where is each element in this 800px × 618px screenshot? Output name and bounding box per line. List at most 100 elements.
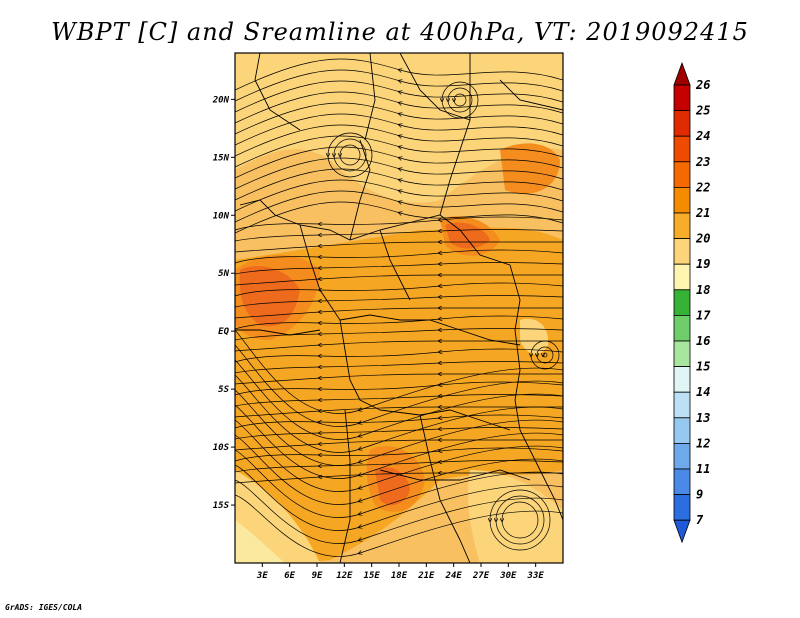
colorbar-label-3: 23 [695, 155, 710, 169]
colorbar-swatch-7 [673, 238, 691, 265]
streamline-35 [235, 494, 563, 557]
border-9 [254, 53, 301, 131]
lon-tick-label-4: 15E [364, 571, 381, 581]
streamline-38 [235, 80, 563, 113]
lon-tick-label-7: 24E [445, 571, 463, 581]
streamline-2 [235, 242, 563, 253]
grads-credit: GrADS: IGES/COLA [5, 603, 83, 612]
colorbar-label-0: 26 [695, 78, 710, 92]
streamline-39 [235, 91, 563, 124]
colorbar-swatch-13 [673, 391, 691, 419]
streamline-13 [235, 362, 563, 374]
border-7 [419, 414, 471, 563]
colorbar-swatch-2 [673, 110, 691, 137]
colorbar-swatch-4 [673, 161, 691, 188]
chart-title: WBPT [C] and Sreamline at 400hPa, VT: 20… [51, 18, 749, 46]
colorbar-swatch-10 [673, 314, 691, 342]
eddy-1-2 [454, 93, 467, 107]
colorbar-swatch-9 [673, 289, 691, 316]
streamline-41 [235, 113, 563, 146]
colorbar-label-14: 12 [696, 436, 710, 450]
colorbar-swatch-6 [673, 212, 691, 240]
colorbar-label-8: 18 [696, 283, 710, 297]
streamline-27 [235, 374, 563, 453]
streamline-34 [235, 479, 563, 544]
border-6 [339, 409, 351, 563]
streamline-10 [235, 329, 563, 341]
streamline-20 [235, 440, 563, 451]
colorbar-label-5: 21 [695, 206, 710, 220]
eddy-2-2 [502, 501, 539, 539]
streamline-31 [235, 434, 563, 505]
colorbar-swatch-15 [673, 442, 691, 470]
streamline-11 [235, 341, 563, 352]
colorbar-label-7: 19 [696, 257, 710, 271]
field-north-19 [235, 53, 563, 203]
colorbar-top-arrow [673, 61, 691, 86]
colorbar-label-1: 25 [695, 104, 710, 118]
lon-tick-label-9: 30E [499, 571, 517, 581]
eddy-1-1 [448, 87, 473, 113]
streamline-40 [235, 102, 563, 135]
lat-tick-label-5: 5S [218, 385, 229, 395]
eddy-3-0 [531, 340, 560, 370]
colorbar-label-10: 16 [696, 334, 710, 348]
streamline-7 [235, 296, 563, 308]
lat-tick-label-2: 10N [213, 211, 230, 221]
lat-tick-label-6: 10S [213, 443, 230, 453]
streamline-4 [235, 263, 563, 275]
border-12 [499, 79, 563, 111]
streamline-14 [235, 374, 563, 385]
lat-tick-label-0: 20N [212, 95, 230, 105]
border-11 [399, 53, 471, 121]
field-lake-19 [520, 318, 549, 355]
streamline-6 [235, 282, 563, 297]
country-borders [235, 53, 563, 563]
border-8 [509, 264, 563, 521]
eddy-0-2 [340, 144, 361, 166]
streamlines [235, 58, 563, 557]
colorbar-swatch-3 [673, 135, 691, 163]
border-4 [379, 229, 411, 301]
lon-tick-label-5: 18E [391, 571, 408, 581]
streamline-1 [235, 230, 563, 242]
streamline-15 [235, 381, 563, 396]
colorbar-swatch-12 [673, 366, 691, 393]
longitude-axis: 3E 6E 9E 12E 15E 18E 21E 24E 27E 30E 33E [256, 563, 544, 581]
border-5 [339, 314, 521, 346]
eddy-3-2 [543, 352, 548, 358]
colorbar-label-17: 7 [696, 513, 704, 527]
streamline-26 [235, 359, 563, 440]
colorbar-swatch-14 [673, 417, 691, 444]
colorbar-label-16: 9 [696, 488, 703, 502]
lat-tick-label-7: 15S [213, 501, 230, 511]
lon-tick-label-3: 12E [336, 571, 353, 581]
field-sw-18 [235, 520, 285, 563]
lon-tick-label-1: 6E [284, 571, 295, 581]
eddy-0-1 [334, 138, 367, 172]
border-0 [239, 199, 511, 266]
border-2 [349, 139, 371, 241]
streamline-36 [235, 58, 563, 91]
colorbar-label-9: 17 [696, 308, 711, 322]
colorbar-swatch-11 [673, 340, 691, 368]
lon-tick-label-8: 27E [472, 571, 490, 581]
streamline-3 [235, 249, 563, 264]
streamline-43 [235, 135, 563, 168]
streamline-24 [235, 329, 563, 414]
streamline-33 [235, 464, 563, 531]
eddy-0-0 [328, 132, 373, 178]
streamline-49 [235, 201, 563, 234]
colorbar-swatch-17 [673, 494, 691, 521]
border-10 [364, 53, 376, 141]
streamline-46 [235, 168, 563, 201]
field-ne-22 [500, 143, 560, 194]
latitude-axis: 20N 15N 10N 5N EQ 5S 10S 15S [212, 95, 235, 511]
colorbar-bottom-arrow [673, 519, 691, 544]
border-1 [299, 224, 511, 431]
streamline-29 [235, 404, 563, 479]
lon-tick-label-2: 9E [312, 571, 323, 581]
streamline-44 [235, 146, 563, 179]
streamline-8 [235, 308, 563, 319]
streamline-19 [235, 428, 563, 440]
